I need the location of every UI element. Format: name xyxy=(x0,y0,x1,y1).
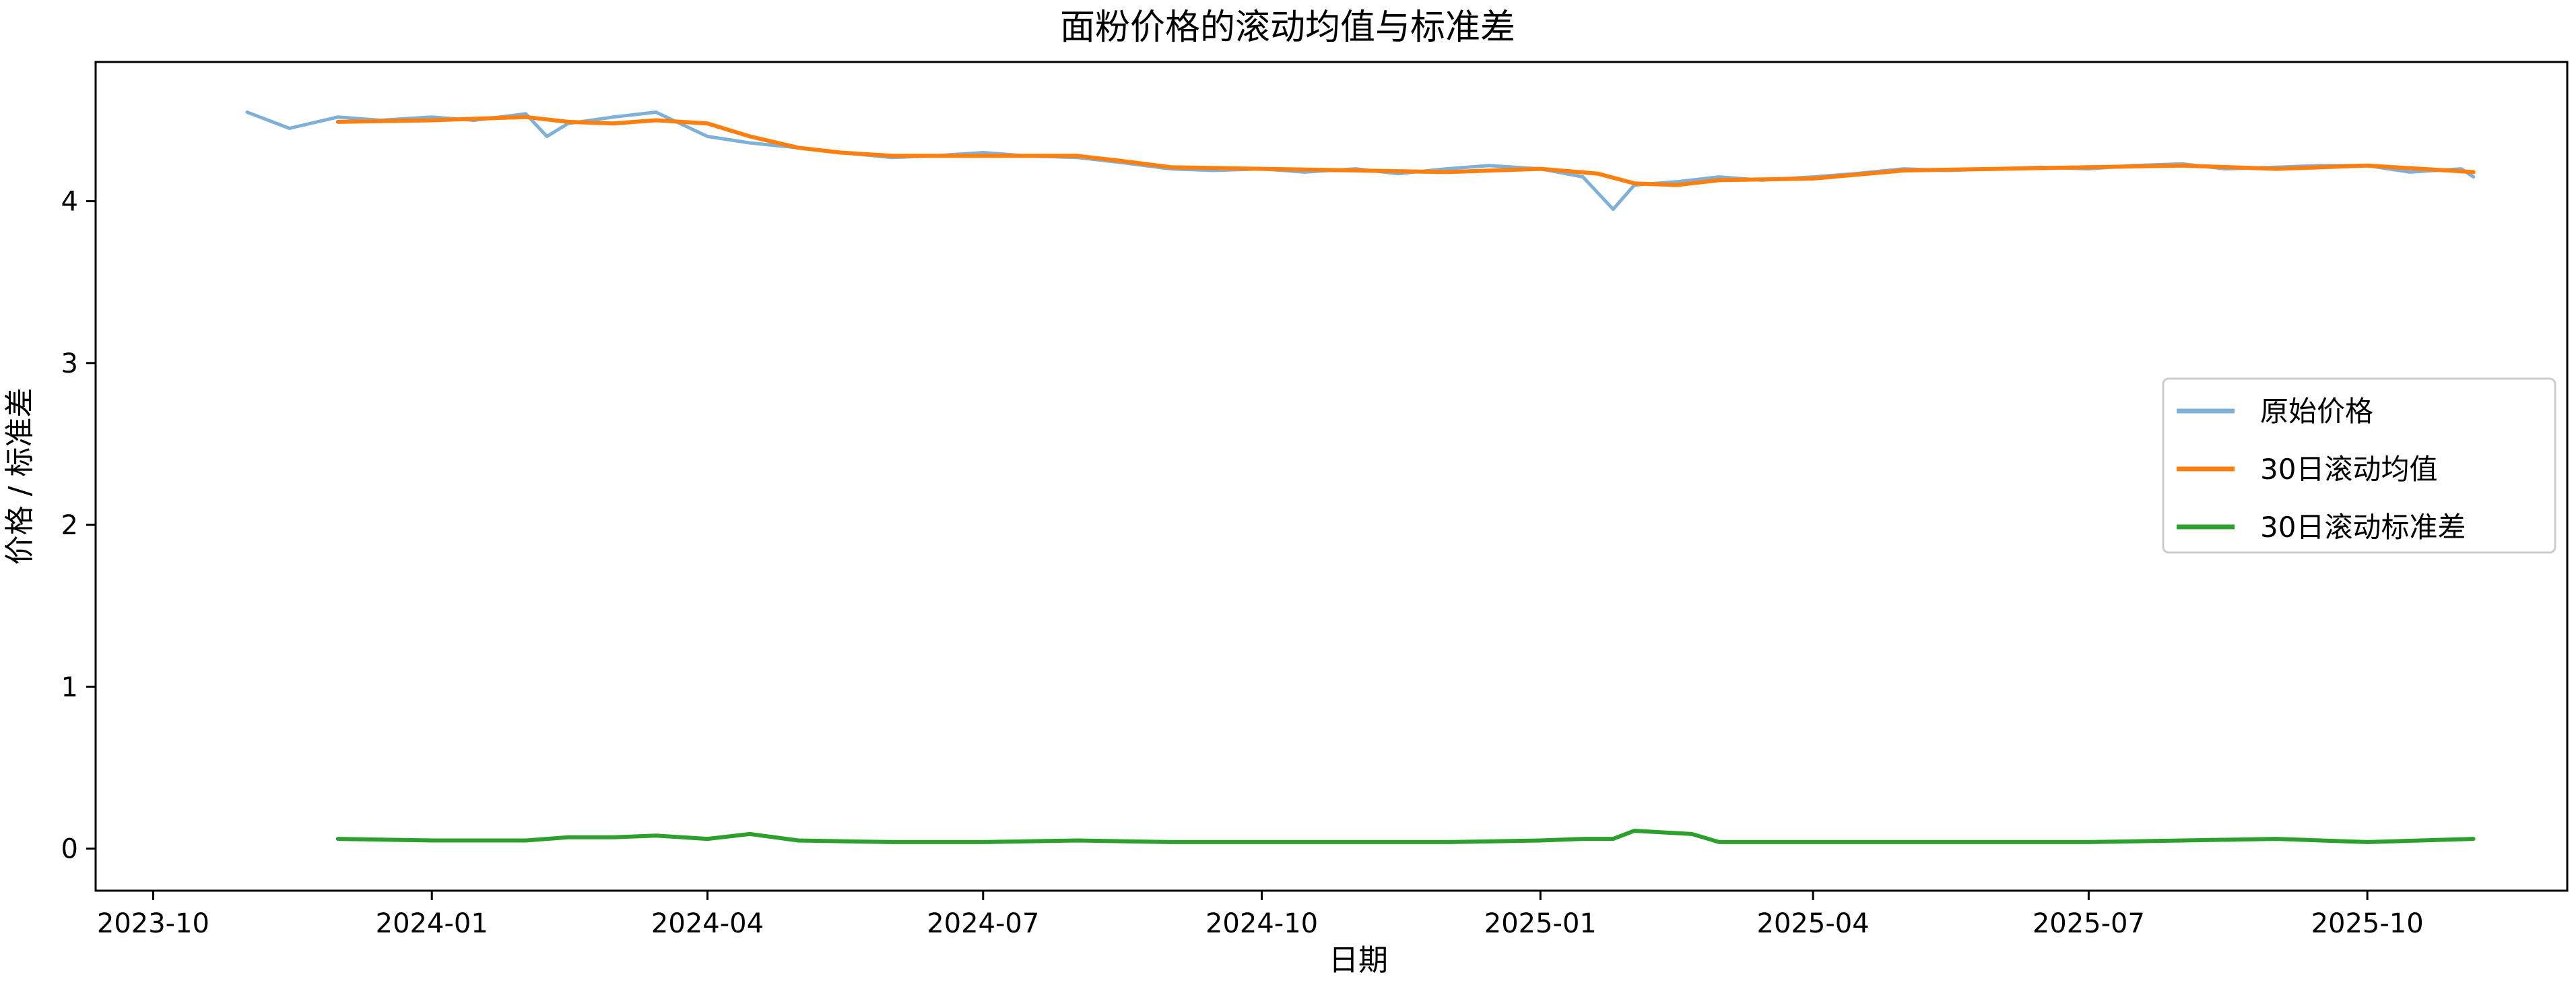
legend-box xyxy=(2162,377,2556,554)
x-tick-label: 2024-01 xyxy=(376,908,488,939)
x-tick-label: 2025-01 xyxy=(1484,908,1597,939)
x-axis: 2023-10 2024-01 2024-04 2024-07 2024-10 2025-… xyxy=(97,891,2424,939)
y-tick-label: 3 xyxy=(61,348,78,379)
x-tick-label: 2025-04 xyxy=(1757,908,1870,939)
legend-label-3: 30日滚动标准差 xyxy=(2260,511,2466,544)
x-tick-label: 2025-07 xyxy=(2033,908,2145,939)
x-axis-title: 日期 xyxy=(1329,943,1388,978)
y-axis-title: 价格 / 标准差 xyxy=(3,388,37,565)
x-tick-label: 2025-10 xyxy=(2311,908,2424,939)
y-tick-label: 0 xyxy=(61,834,78,865)
series-group xyxy=(245,110,2476,844)
y-tick-label: 1 xyxy=(61,672,78,703)
y-tick-label: 4 xyxy=(61,187,78,218)
legend-label-2: 30日滚动均值 xyxy=(2260,453,2437,486)
series-line-2 xyxy=(335,115,2476,187)
plot-frame xyxy=(94,61,2569,892)
y-axis: 0 1 2 3 4 xyxy=(61,187,96,865)
x-tick-label: 2024-10 xyxy=(1206,908,1318,939)
x-tick-label: 2024-04 xyxy=(651,908,764,939)
x-tick-label: 2023-10 xyxy=(97,908,209,939)
x-tick-label: 2024-07 xyxy=(927,908,1039,939)
plot-area xyxy=(94,61,2569,892)
legend-label-1: 原始价格 xyxy=(2260,395,2373,428)
chart-title: 面粉价格的滚动均值与标准差 xyxy=(1060,7,1515,48)
legend: 原始价格 30日滚动均值 30日滚动标准差 xyxy=(2162,377,2556,554)
y-tick-label: 2 xyxy=(61,510,78,541)
series-line-3 xyxy=(335,829,2476,844)
